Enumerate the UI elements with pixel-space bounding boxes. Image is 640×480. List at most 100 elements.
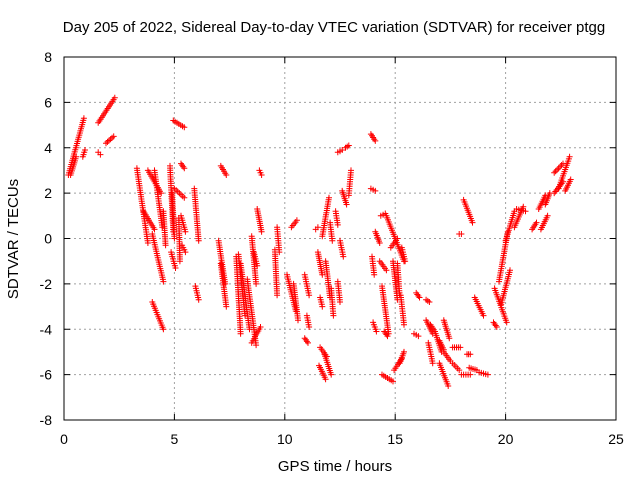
data-point <box>293 217 300 224</box>
x-axis-ticks: 0 5 10 15 20 25 <box>60 57 624 447</box>
data-point <box>110 133 117 140</box>
data-point <box>257 324 264 330</box>
data-point <box>345 142 352 149</box>
data-point <box>416 294 423 301</box>
data-point <box>160 278 167 285</box>
data-point <box>73 153 80 160</box>
data-point <box>151 226 158 233</box>
data-point <box>557 163 564 170</box>
data-point <box>176 258 183 265</box>
data-point <box>343 201 350 208</box>
data-point <box>484 371 491 378</box>
data-point <box>567 176 574 183</box>
data-point <box>104 138 111 145</box>
data-point <box>274 292 281 299</box>
data-point <box>195 237 202 244</box>
y-tick-label: -2 <box>40 276 53 292</box>
data-point <box>326 194 332 201</box>
data-point <box>415 333 422 340</box>
data-point <box>348 167 354 174</box>
data-point <box>426 299 433 305</box>
data-point <box>182 249 189 256</box>
data-point <box>171 235 178 242</box>
data-point <box>469 219 476 226</box>
data-point <box>552 168 559 175</box>
data-point <box>334 221 341 228</box>
x-tick-label: 20 <box>498 431 514 447</box>
data-point <box>507 267 513 274</box>
data-point <box>306 292 313 299</box>
x-axis-label: GPS time / hours <box>278 458 392 475</box>
data-point <box>276 249 283 256</box>
x-tick-label: 10 <box>277 431 293 447</box>
data-point <box>457 344 464 351</box>
data-point <box>330 312 337 319</box>
data-point <box>372 187 379 194</box>
data-point <box>401 348 407 355</box>
data-point <box>181 124 188 131</box>
y-axis-label: SDTVAR / TECUs <box>5 179 22 299</box>
data-point <box>172 265 179 271</box>
data-point <box>467 351 474 358</box>
y-tick-label: -8 <box>40 412 53 428</box>
y-tick-label: 0 <box>44 231 52 247</box>
data-point <box>295 317 301 324</box>
data-point <box>376 240 383 246</box>
data-points <box>65 94 574 389</box>
data-point <box>551 169 558 176</box>
data-point <box>554 166 561 173</box>
data-point <box>533 219 540 226</box>
data-point <box>480 312 487 319</box>
data-point <box>319 271 326 278</box>
data-point <box>258 228 265 235</box>
y-tick-label: -6 <box>40 367 53 383</box>
data-point <box>522 208 529 215</box>
data-point <box>160 326 167 333</box>
data-point <box>144 240 151 246</box>
x-tick-label: 25 <box>608 431 624 447</box>
data-point <box>305 339 311 346</box>
data-point <box>82 147 88 153</box>
data-point <box>306 324 313 330</box>
data-point <box>337 299 343 305</box>
data-point <box>384 333 391 340</box>
data-point <box>181 165 188 172</box>
data-point <box>544 212 551 219</box>
data-point <box>401 321 407 328</box>
data-point <box>555 165 562 172</box>
data-point <box>223 172 230 178</box>
x-tick-label: 15 <box>387 431 403 447</box>
data-point <box>195 296 202 303</box>
data-point <box>456 367 463 374</box>
data-point <box>253 342 260 349</box>
data-point <box>340 253 347 260</box>
data-point <box>158 190 165 197</box>
data-point <box>314 224 321 231</box>
data-point <box>429 360 436 367</box>
data-point <box>319 303 326 310</box>
data-point <box>97 151 104 158</box>
data-point <box>446 335 453 342</box>
data-point <box>80 115 87 122</box>
y-axis-ticks: -8 -6 -4 -2 0 2 4 6 8 <box>40 49 616 428</box>
data-point <box>162 242 169 249</box>
y-tick-label: 2 <box>44 185 52 201</box>
data-point <box>371 271 378 278</box>
data-point <box>182 228 189 235</box>
data-point <box>373 328 380 335</box>
y-tick-label: -4 <box>40 321 53 337</box>
data-point <box>322 376 329 383</box>
y-tick-label: 8 <box>44 49 52 65</box>
x-tick-label: 0 <box>60 431 68 447</box>
data-point <box>237 330 244 337</box>
data-point <box>493 324 500 330</box>
data-point <box>181 194 188 201</box>
data-point <box>467 371 474 378</box>
data-point <box>390 378 396 385</box>
data-point <box>254 262 261 269</box>
data-point <box>328 371 335 378</box>
data-point <box>111 94 118 101</box>
y-tick-label: 6 <box>44 94 52 110</box>
data-point <box>329 237 336 244</box>
